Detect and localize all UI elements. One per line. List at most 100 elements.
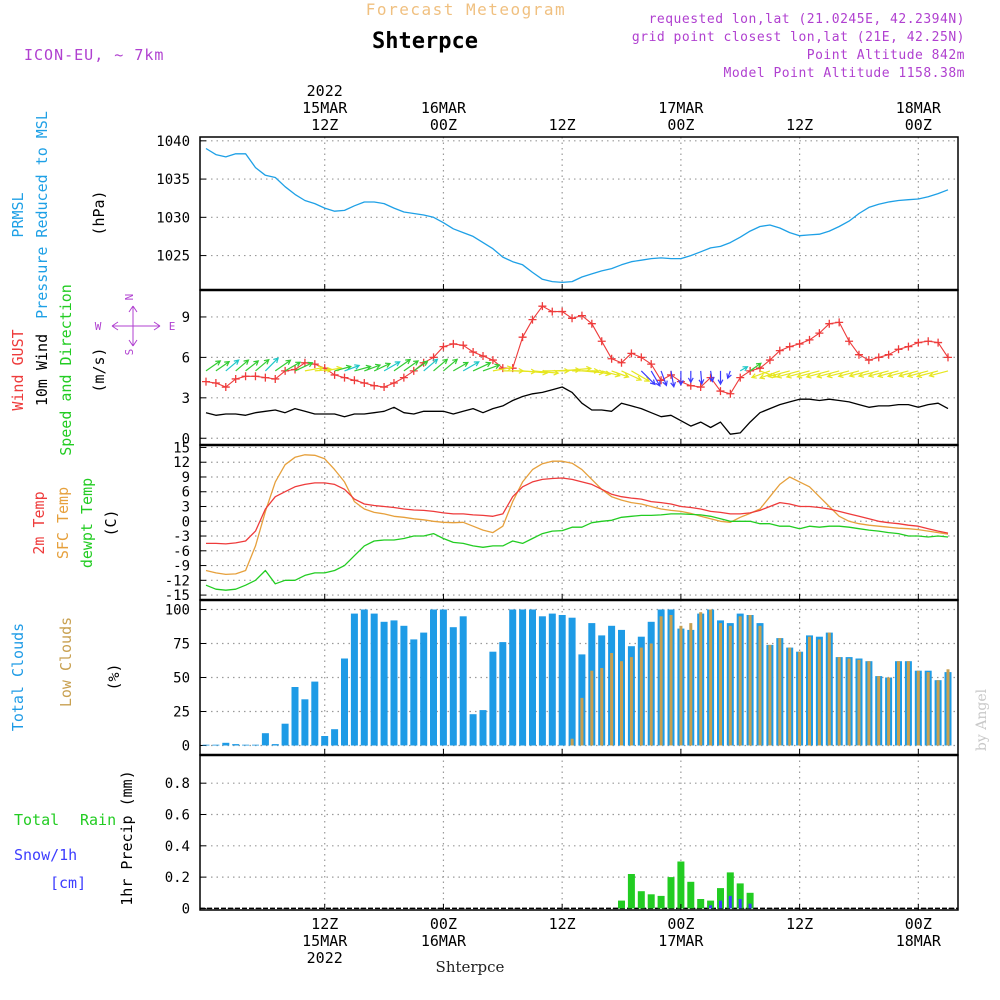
rain-bar xyxy=(647,894,655,909)
low-cloud-bar xyxy=(857,659,861,746)
gust-point xyxy=(528,315,537,324)
gust-point xyxy=(775,346,784,355)
total-cloud-bar xyxy=(449,627,457,746)
total-cloud-bar xyxy=(538,616,546,746)
wind-arrow xyxy=(264,357,279,372)
wind-arrow xyxy=(650,370,661,387)
gust-point xyxy=(221,383,230,392)
panel-frames xyxy=(199,136,959,911)
rain-bar xyxy=(717,888,724,909)
panel-frame-pressure xyxy=(199,136,959,291)
total-cloud-bar xyxy=(489,651,497,746)
low-cloud-bar xyxy=(709,609,713,746)
legend-gust: Wind GUST xyxy=(9,329,27,410)
ylabel-clouds: (%) xyxy=(105,663,123,690)
gust-point xyxy=(350,376,359,385)
series-line-dewpt-temp xyxy=(205,513,949,591)
wind-arrow xyxy=(423,358,439,372)
gust-point xyxy=(696,383,705,392)
wind-arrow xyxy=(640,370,656,386)
total-cloud-bar xyxy=(222,742,230,746)
legend-rain: Rain xyxy=(80,811,116,829)
low-cloud-bar xyxy=(639,647,643,746)
legend-total-clouds: Total Clouds xyxy=(9,623,27,731)
legend-snow-unit: [cm] xyxy=(50,874,86,892)
gust-point xyxy=(389,379,398,387)
wind-arrow xyxy=(621,370,643,381)
ytick-label: 75 xyxy=(173,637,190,653)
wind-arrow xyxy=(857,370,879,378)
gust-point xyxy=(785,342,794,351)
total-cloud-bar xyxy=(469,714,477,746)
rain-bar xyxy=(677,861,685,909)
total-cloud-bar xyxy=(390,620,398,746)
total-cloud-bar xyxy=(568,617,576,746)
top-time-label: 16MAR xyxy=(421,99,467,117)
low-cloud-bar xyxy=(887,677,891,746)
wind-arrow xyxy=(383,361,401,372)
top-time-label: 18MAR xyxy=(896,99,942,117)
gust-point xyxy=(894,345,903,354)
gust-point xyxy=(657,376,666,385)
wind-arrow xyxy=(775,370,800,379)
total-cloud-bar xyxy=(252,744,259,746)
low-cloud-bar xyxy=(837,657,841,746)
low-cloud-bar xyxy=(916,670,920,746)
total-cloud-bar xyxy=(380,621,388,746)
wind-arrow xyxy=(687,370,694,384)
wind-arrow xyxy=(373,362,392,372)
ytick-label: 0.2 xyxy=(165,870,190,886)
snow-bar xyxy=(709,905,713,909)
grid-precip xyxy=(200,755,958,910)
ytick-label: -12 xyxy=(165,573,190,589)
gust-point xyxy=(439,342,448,351)
low-cloud-bar xyxy=(719,623,722,746)
series-line-prmsl xyxy=(205,147,949,284)
wind-arrow xyxy=(826,370,850,379)
wind-arrow xyxy=(611,370,630,379)
total-cloud-bar xyxy=(519,609,527,746)
bottom-time-label: 00Z xyxy=(905,915,932,933)
low-cloud-bar xyxy=(629,657,633,746)
low-cloud-bar xyxy=(679,625,683,746)
total-cloud-bar xyxy=(350,613,358,746)
low-cloud-bar xyxy=(778,638,782,746)
total-cloud-bar xyxy=(430,609,437,746)
low-cloud-bar xyxy=(788,647,792,746)
low-cloud-bar xyxy=(936,680,940,746)
gust-point xyxy=(617,358,626,367)
series-line-2m-temp xyxy=(206,477,949,545)
wind-arrow xyxy=(717,370,724,386)
ytick-label: 3 xyxy=(182,391,190,407)
top-time-label: 12Z xyxy=(549,116,576,134)
total-cloud-bar xyxy=(400,625,408,746)
top-time-label: 00Z xyxy=(905,116,932,134)
total-cloud-bar xyxy=(420,632,428,746)
gust-point xyxy=(409,366,418,375)
model-altitude: Model Point Altitude 1158.38m xyxy=(724,66,965,81)
low-cloud-bar xyxy=(669,615,673,746)
bottom-time-label: 12Z xyxy=(549,915,576,933)
gust-point xyxy=(627,349,636,358)
low-cloud-bar xyxy=(689,623,693,746)
wind-arrow xyxy=(393,358,412,372)
ytick-label: 1040 xyxy=(156,134,190,150)
ytick-label: -6 xyxy=(173,544,190,560)
total-cloud-bar xyxy=(341,658,348,746)
gust-point xyxy=(924,337,933,346)
wind-arrow xyxy=(749,362,762,372)
series-line-sfc-temp xyxy=(205,454,949,576)
gust-point xyxy=(211,379,220,387)
ylabel-precip: 1hr Precip (mm) xyxy=(118,770,136,905)
low-cloud-bar xyxy=(817,639,821,746)
ytick-label: 100 xyxy=(165,603,190,619)
low-cloud-bar xyxy=(877,676,881,746)
ytick-label: 0 xyxy=(182,514,190,530)
chart-marks xyxy=(200,147,958,910)
total-cloud-bar xyxy=(410,639,418,746)
ytick-label: 25 xyxy=(173,704,190,720)
gust-point xyxy=(864,356,873,365)
wind-arrow xyxy=(898,370,919,378)
ytick-label: -3 xyxy=(173,529,190,545)
rain-bar xyxy=(746,892,754,909)
